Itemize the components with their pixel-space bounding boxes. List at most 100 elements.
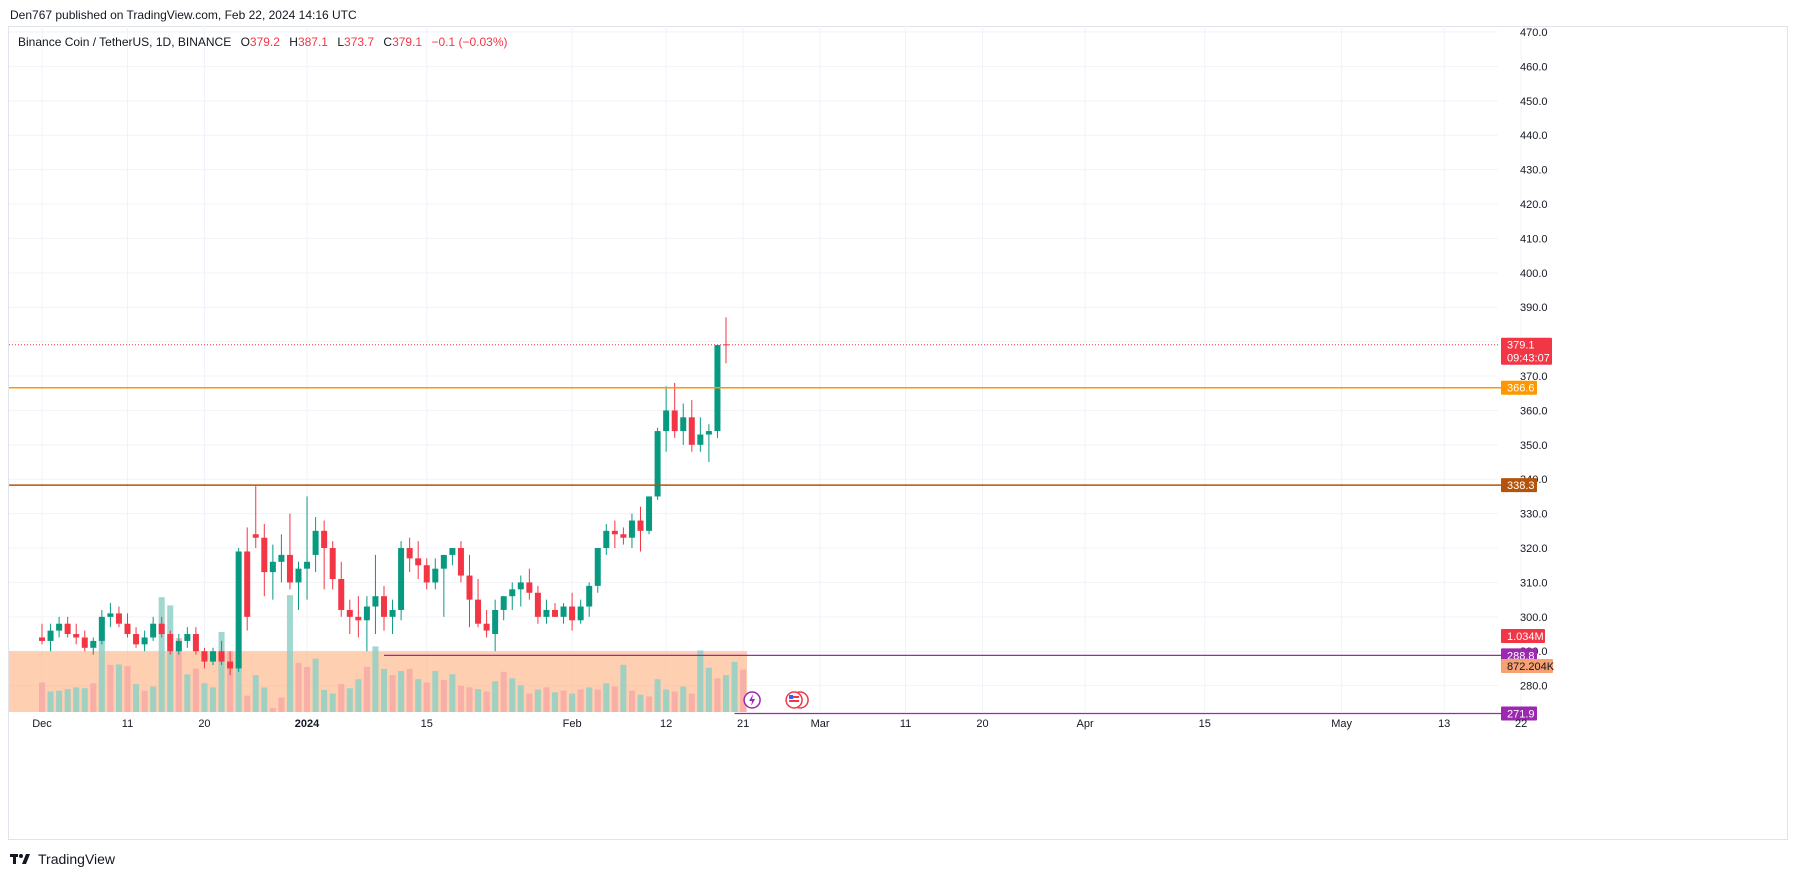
price-tick-label: 450.0 [1520, 96, 1548, 108]
volume-bar [594, 689, 601, 712]
candle-body [440, 554, 447, 569]
volume-bar [201, 683, 208, 712]
volume-bar [381, 668, 387, 712]
symbol-title[interactable]: Binance Coin / TetherUS, 1D, BINANCE [18, 35, 232, 49]
volume-bar [244, 695, 251, 712]
volume-bar [611, 686, 618, 712]
volume-bar [552, 692, 558, 712]
volume-bar [73, 687, 80, 712]
level-price-tag: 271.9 [1501, 706, 1537, 721]
candle-body [56, 623, 63, 631]
high-value: 387.1 [297, 35, 328, 49]
lightning-glyph-icon [749, 694, 756, 706]
candle-body [637, 520, 644, 531]
volume-bar [355, 679, 362, 712]
level-price-tag-bg [1501, 648, 1537, 663]
candle-body [218, 651, 225, 662]
candle-body [261, 537, 268, 573]
volume-value-tag-text: 1.034M [1507, 631, 1544, 643]
candle-body [346, 609, 353, 617]
volume-bar [628, 690, 635, 712]
volume-bar [569, 693, 576, 712]
candle-body [175, 640, 182, 652]
volume-bar [740, 669, 747, 712]
grid-lines [9, 26, 1522, 712]
volume-bar [509, 678, 516, 712]
candle-body [552, 609, 558, 617]
candle-body [543, 609, 550, 617]
volume-bar [47, 691, 54, 712]
volume-bar [415, 679, 422, 712]
candle-body [98, 616, 105, 641]
price-tick-label: 390.0 [1520, 302, 1548, 314]
volume-bar [492, 681, 499, 712]
volume-bar [483, 691, 490, 712]
volume-bar [252, 675, 259, 712]
flag-canton [789, 695, 794, 699]
candle-body [150, 623, 157, 638]
volume-bar [466, 687, 473, 712]
current-price-value: 379.1 [1507, 340, 1535, 352]
candle-body [252, 534, 259, 538]
volume-bar [449, 674, 456, 712]
low-value: 373.7 [344, 35, 375, 49]
candle-body [338, 578, 345, 610]
tradingview-brand[interactable]: TradingView [38, 851, 116, 867]
volume-bar [534, 689, 541, 712]
volume-bar [98, 638, 105, 712]
candle-body [466, 575, 473, 600]
candle-body [192, 634, 199, 652]
volume-bar [167, 605, 174, 712]
volume-bar [304, 666, 311, 712]
volume-bar [184, 674, 191, 712]
volume-bar [620, 664, 627, 712]
volume-ma-tag-text: 872.204K [1507, 661, 1555, 673]
volume-bar [440, 680, 447, 712]
current-price-tag: 379.109:43:07 [1501, 337, 1552, 365]
candle-body [64, 623, 71, 635]
price-tick-label: 320.0 [1520, 543, 1548, 555]
volume-bar [90, 683, 97, 712]
candle-body [483, 623, 490, 631]
price-tick-label: 420.0 [1520, 199, 1548, 211]
current-price-countdown: 09:43:07 [1507, 353, 1550, 365]
volume-bar [107, 664, 114, 712]
candle-body [449, 548, 456, 555]
ohlc-legend: Binance Coin / TetherUS, 1D, BINANCE O37… [18, 35, 508, 49]
volume-bar [723, 675, 729, 712]
volume-bar [295, 662, 302, 712]
candle-body [141, 637, 148, 645]
flag-stripe [789, 696, 800, 698]
volume-bar [671, 691, 678, 712]
time-tick-label: May [1331, 718, 1352, 730]
candle-body [628, 520, 635, 538]
candle-body [577, 606, 584, 621]
candle-body [47, 630, 54, 641]
volume-bar [406, 668, 413, 712]
time-tick-label: 2024 [295, 718, 320, 730]
candle-body [90, 640, 97, 648]
volume-bar [646, 696, 653, 712]
price-tick-label: 280.0 [1520, 681, 1548, 693]
price-tick-label: 400.0 [1520, 268, 1548, 280]
volume-bar [81, 688, 88, 712]
change-value: −0.1 (−0.03%) [431, 35, 508, 49]
volume-bar [158, 597, 165, 712]
candle-body [423, 565, 430, 583]
price-tick-label: 410.0 [1520, 233, 1548, 245]
candle-body [167, 634, 174, 652]
volume-bar [64, 689, 71, 712]
candle-body [432, 568, 439, 583]
volume-bar [329, 693, 336, 712]
candle-body [475, 599, 482, 624]
candle-body [321, 530, 328, 549]
time-tick-label: Dec [32, 718, 52, 730]
close-label: C [383, 35, 393, 49]
volume-bar [150, 686, 157, 712]
candle-body [363, 606, 370, 621]
volume-bar [133, 684, 140, 712]
volume-bar [577, 689, 584, 712]
volume-bar [586, 687, 593, 712]
flag-stripe [789, 700, 800, 702]
